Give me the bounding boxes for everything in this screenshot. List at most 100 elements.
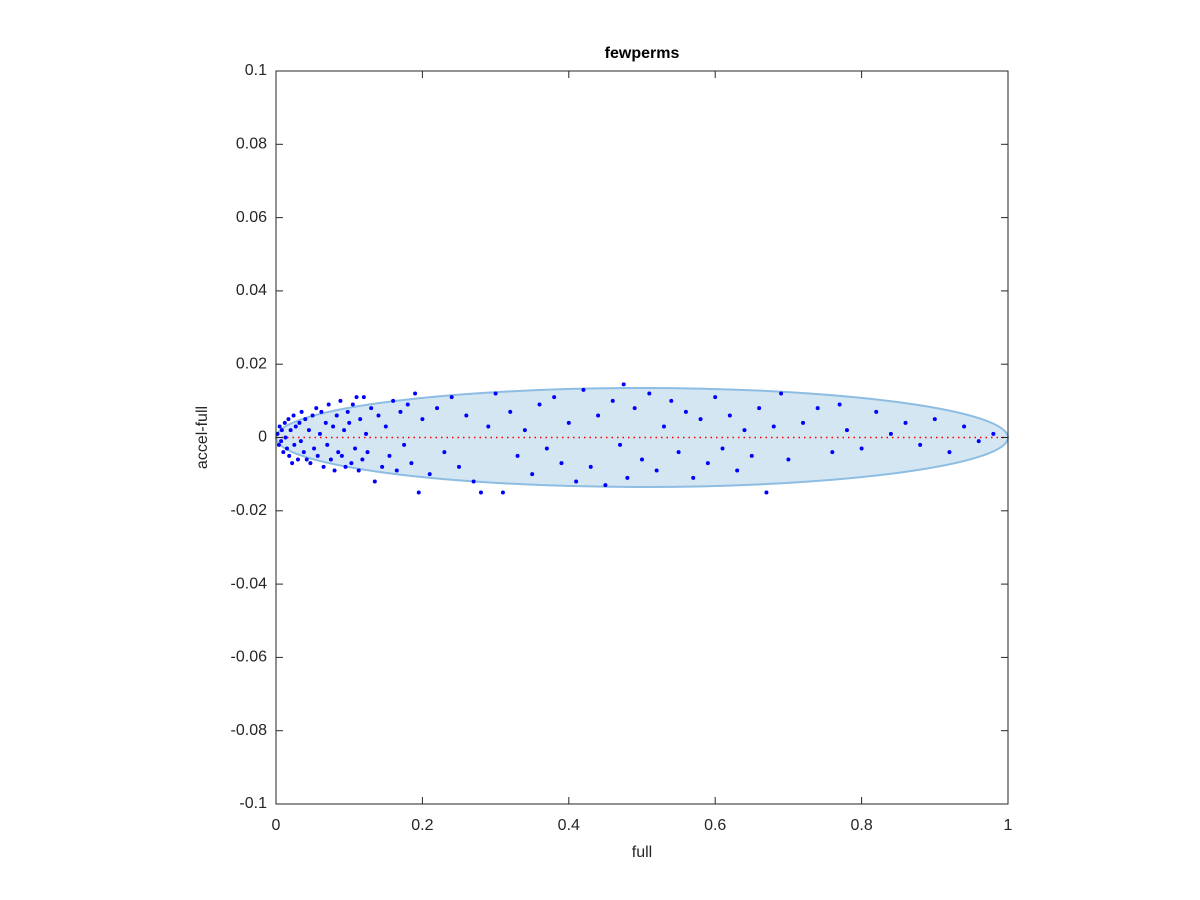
- point: [669, 398, 674, 403]
- point: [991, 431, 996, 436]
- point: [347, 420, 352, 425]
- point: [339, 453, 344, 458]
- point: [314, 406, 319, 411]
- point: [478, 490, 483, 495]
- point: [326, 402, 331, 407]
- point: [420, 417, 425, 422]
- point: [279, 439, 284, 444]
- point: [464, 413, 469, 418]
- y-tick-label: -0.06: [231, 649, 268, 666]
- x-tick-label: 1: [1004, 817, 1013, 834]
- y-tick-label: -0.02: [231, 502, 268, 519]
- point: [409, 461, 414, 466]
- point: [282, 420, 287, 425]
- point: [290, 461, 295, 466]
- point: [276, 442, 281, 447]
- point: [321, 464, 326, 469]
- point: [427, 472, 432, 477]
- point: [844, 428, 849, 433]
- point: [625, 475, 630, 480]
- x-tick-label: 0: [272, 817, 281, 834]
- point: [356, 468, 361, 473]
- point: [727, 413, 732, 418]
- point: [713, 395, 718, 400]
- point: [603, 483, 608, 488]
- point: [757, 406, 762, 411]
- point: [962, 424, 967, 429]
- point: [391, 398, 396, 403]
- point: [331, 424, 336, 429]
- point: [413, 391, 418, 396]
- point: [297, 420, 302, 425]
- point: [383, 424, 388, 429]
- point: [779, 391, 784, 396]
- point: [522, 428, 527, 433]
- x-tick-label: 0.6: [704, 817, 726, 834]
- chart-title: fewperms: [605, 45, 680, 62]
- y-tick-label: 0.08: [236, 136, 267, 153]
- point: [345, 409, 350, 414]
- point: [279, 428, 284, 433]
- point: [486, 424, 491, 429]
- point: [918, 442, 923, 447]
- point: [334, 413, 339, 418]
- point: [304, 457, 309, 462]
- x-tick-label: 0.8: [850, 817, 872, 834]
- x-tick-label: 0.4: [558, 817, 580, 834]
- point: [416, 490, 421, 495]
- point: [691, 475, 696, 480]
- point: [387, 453, 392, 458]
- point: [405, 402, 410, 407]
- point: [471, 479, 476, 484]
- point: [354, 395, 359, 400]
- point: [888, 431, 893, 436]
- point: [277, 424, 282, 429]
- point: [932, 417, 937, 422]
- point: [315, 453, 320, 458]
- point: [676, 450, 681, 455]
- y-tick-label: 0.04: [236, 282, 267, 299]
- point: [435, 406, 440, 411]
- point: [308, 461, 313, 466]
- point: [552, 395, 557, 400]
- y-tick-label: 0.06: [236, 209, 267, 226]
- point: [369, 406, 374, 411]
- point: [735, 468, 740, 473]
- point: [588, 464, 593, 469]
- point: [771, 424, 776, 429]
- point: [976, 439, 981, 444]
- point: [336, 450, 341, 455]
- y-axis-label: accel-full: [194, 406, 211, 469]
- point: [372, 479, 377, 484]
- point: [364, 431, 369, 436]
- point: [312, 446, 317, 451]
- point: [286, 417, 291, 422]
- point: [376, 413, 381, 418]
- point: [360, 457, 365, 462]
- point: [287, 453, 292, 458]
- point: [859, 446, 864, 451]
- point: [647, 391, 652, 396]
- point: [319, 409, 324, 414]
- point: [830, 450, 835, 455]
- point: [361, 395, 366, 400]
- point: [559, 461, 564, 466]
- point: [442, 450, 447, 455]
- point: [350, 402, 355, 407]
- y-tick-label: -0.1: [239, 795, 267, 812]
- point: [815, 406, 820, 411]
- y-tick-label: 0: [258, 429, 267, 446]
- y-tick-label: 0.1: [245, 62, 267, 79]
- point: [298, 439, 303, 444]
- point: [801, 420, 806, 425]
- point: [338, 398, 343, 403]
- point: [874, 409, 879, 414]
- point: [566, 420, 571, 425]
- point: [303, 417, 308, 422]
- point: [621, 382, 626, 387]
- point: [295, 457, 300, 462]
- point: [632, 406, 637, 411]
- point: [837, 402, 842, 407]
